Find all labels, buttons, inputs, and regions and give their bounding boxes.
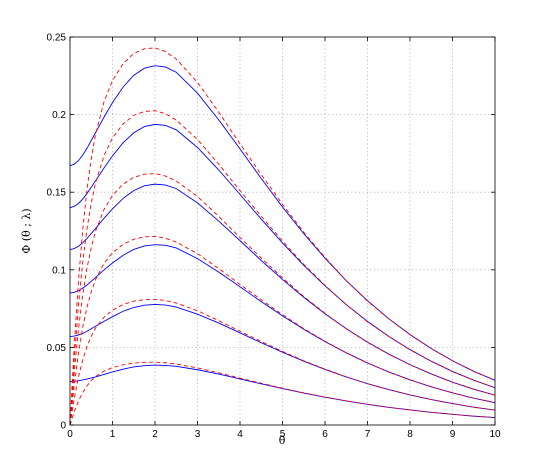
- solid-curve-5: [69, 123, 496, 389]
- y-tick-label: 0: [60, 421, 66, 432]
- y-tick-label: 0.05: [47, 343, 67, 354]
- solid-curve-4: [69, 183, 496, 396]
- x-tick-label: 4: [237, 429, 243, 440]
- x-tick-label: 1: [110, 429, 116, 440]
- x-axis-label: θ: [279, 434, 286, 447]
- grid: [70, 37, 495, 425]
- x-tick-label: 0: [67, 429, 73, 440]
- series-layer: [69, 47, 496, 426]
- dashed-curve-2: [69, 298, 496, 426]
- dashed-curve-5: [69, 110, 496, 426]
- y-axis-label: Φ (θ ; λ): [20, 208, 33, 253]
- x-tick-label: 10: [489, 429, 501, 440]
- dashed-curve-6: [69, 47, 496, 426]
- y-tick-label: 0.2: [52, 110, 66, 121]
- x-tick-label: 7: [365, 429, 371, 440]
- solid-curve-2: [69, 303, 496, 411]
- x-tick-label: 8: [407, 429, 413, 440]
- y-tick-label: 0.25: [47, 33, 67, 44]
- y-tick-label: 0.15: [47, 188, 67, 199]
- x-tick-label: 9: [450, 429, 456, 440]
- x-tick-label: 2: [152, 429, 158, 440]
- dashed-curve-3: [69, 235, 496, 426]
- solid-curve-3: [69, 244, 496, 404]
- ticks: 0 1 2 3 4 5 6 7 8 9 10 0 0.05 0.1 0.15 0.2 0.25: [47, 33, 501, 441]
- x-tick-label: 5: [280, 429, 286, 440]
- x-tick-label: 3: [195, 429, 201, 440]
- dashed-curve-1: [69, 361, 496, 426]
- y-tick-label: 0.1: [52, 265, 66, 276]
- x-tick-label: 6: [322, 429, 328, 440]
- dashed-curve-4: [69, 173, 496, 426]
